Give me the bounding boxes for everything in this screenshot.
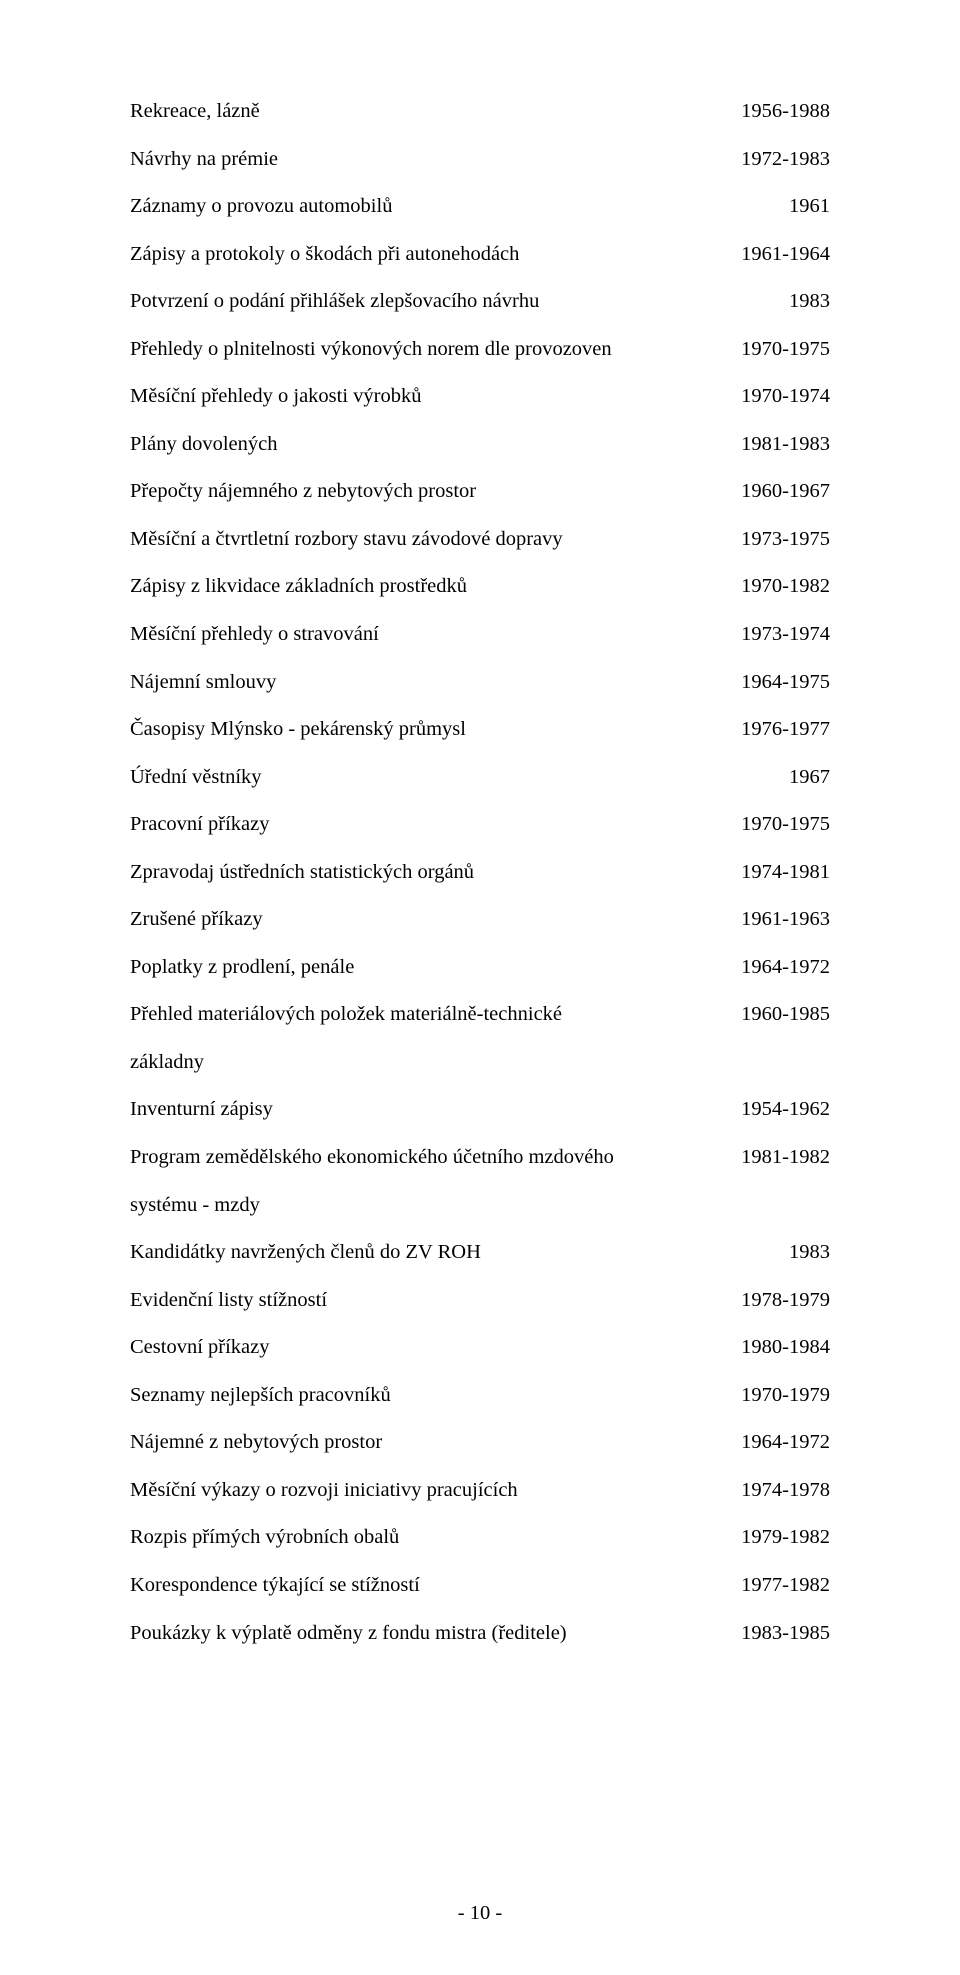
record-value: 1980-1984 — [741, 1324, 830, 1372]
record-value: 1974-1978 — [741, 1467, 830, 1515]
record-label: Seznamy nejlepších pracovníků — [130, 1372, 741, 1420]
record-label: Program zemědělského ekonomického účetní… — [130, 1134, 741, 1182]
record-row: Měsíční přehledy o stravování1973-1974 — [130, 611, 830, 659]
record-value: 1983-1985 — [741, 1610, 830, 1658]
record-row: Poplatky z prodlení, penále1964-1972 — [130, 944, 830, 992]
page-number: - 10 - — [0, 1902, 960, 1925]
record-value: 1960-1985 — [741, 991, 830, 1039]
record-row: Inventurní zápisy1954-1962 — [130, 1086, 830, 1134]
record-label: Měsíční výkazy o rozvoji iniciativy prac… — [130, 1467, 741, 1515]
record-row: Měsíční přehledy o jakosti výrobků1970-1… — [130, 373, 830, 421]
record-value: 1956-1988 — [741, 88, 830, 136]
record-row: Zápisy z likvidace základních prostředků… — [130, 563, 830, 611]
record-value: 1972-1983 — [741, 136, 830, 184]
record-label-continuation: základny — [130, 1039, 830, 1087]
record-label: Cestovní příkazy — [130, 1324, 741, 1372]
record-row: Cestovní příkazy1980-1984 — [130, 1324, 830, 1372]
record-value: 1960-1967 — [741, 468, 830, 516]
record-value: 1970-1982 — [741, 563, 830, 611]
record-row: Pracovní příkazy1970-1975 — [130, 801, 830, 849]
record-value: 1964-1972 — [741, 944, 830, 992]
record-value: 1970-1974 — [741, 373, 830, 421]
record-label: Rozpis přímých výrobních obalů — [130, 1514, 741, 1562]
record-label: Poplatky z prodlení, penále — [130, 944, 741, 992]
record-label: Rekreace, lázně — [130, 88, 741, 136]
record-row: Zpravodaj ústředních statistických orgán… — [130, 849, 830, 897]
records-list: Rekreace, lázně1956-1988Návrhy na prémie… — [130, 88, 830, 1657]
record-value: 1979-1982 — [741, 1514, 830, 1562]
record-row: Měsíční výkazy o rozvoji iniciativy prac… — [130, 1467, 830, 1515]
record-row: Měsíční a čtvrtletní rozbory stavu závod… — [130, 516, 830, 564]
record-label: Měsíční a čtvrtletní rozbory stavu závod… — [130, 516, 741, 564]
record-value: 1981-1982 — [741, 1134, 830, 1182]
record-value: 1964-1972 — [741, 1419, 830, 1467]
record-label: Přepočty nájemného z nebytových prostor — [130, 468, 741, 516]
record-label: Kandidátky navržených členů do ZV ROH — [130, 1229, 789, 1277]
record-row: Nájemní smlouvy1964-1975 — [130, 659, 830, 707]
record-row: Návrhy na prémie1972-1983 — [130, 136, 830, 184]
record-label: Nájemné z nebytových prostor — [130, 1419, 741, 1467]
record-label: Nájemní smlouvy — [130, 659, 741, 707]
record-row: Seznamy nejlepších pracovníků1970-1979 — [130, 1372, 830, 1420]
record-row: Přehled materiálových položek materiálně… — [130, 991, 830, 1039]
record-label: Přehled materiálových položek materiálně… — [130, 991, 741, 1039]
record-label: Inventurní zápisy — [130, 1086, 741, 1134]
record-label: Plány dovolených — [130, 421, 741, 469]
record-row: Přepočty nájemného z nebytových prostor1… — [130, 468, 830, 516]
record-value: 1983 — [789, 1229, 830, 1277]
record-label: Záznamy o provozu automobilů — [130, 183, 789, 231]
record-label: Zpravodaj ústředních statistických orgán… — [130, 849, 741, 897]
record-row: Plány dovolených1981-1983 — [130, 421, 830, 469]
record-value: 1970-1979 — [741, 1372, 830, 1420]
record-label-continuation: systému - mzdy — [130, 1182, 830, 1230]
record-row: Korespondence týkající se stížností1977-… — [130, 1562, 830, 1610]
record-label: Evidenční listy stížností — [130, 1277, 741, 1325]
record-label: Poukázky k výplatě odměny z fondu mistra… — [130, 1610, 741, 1658]
record-value: 1977-1982 — [741, 1562, 830, 1610]
record-value: 1970-1975 — [741, 326, 830, 374]
record-value: 1964-1975 — [741, 659, 830, 707]
record-value: 1954-1962 — [741, 1086, 830, 1134]
record-label: Časopisy Mlýnsko - pekárenský průmysl — [130, 706, 741, 754]
record-row: Program zemědělského ekonomického účetní… — [130, 1134, 830, 1182]
record-value: 1978-1979 — [741, 1277, 830, 1325]
record-row: Poukázky k výplatě odměny z fondu mistra… — [130, 1610, 830, 1658]
record-label: Zápisy a protokoly o škodách při autoneh… — [130, 231, 741, 279]
record-row: Časopisy Mlýnsko - pekárenský průmysl197… — [130, 706, 830, 754]
record-row: Záznamy o provozu automobilů1961 — [130, 183, 830, 231]
record-row: Úřední věstníky1967 — [130, 754, 830, 802]
record-row: Přehledy o plnitelnosti výkonových norem… — [130, 326, 830, 374]
document-page: Rekreace, lázně1956-1988Návrhy na prémie… — [0, 0, 960, 1975]
record-row: Rekreace, lázně1956-1988 — [130, 88, 830, 136]
record-row: Zápisy a protokoly o škodách při autoneh… — [130, 231, 830, 279]
record-row: Rozpis přímých výrobních obalů1979-1982 — [130, 1514, 830, 1562]
record-label: Pracovní příkazy — [130, 801, 741, 849]
record-value: 1983 — [789, 278, 830, 326]
record-row: Evidenční listy stížností1978-1979 — [130, 1277, 830, 1325]
record-value: 1961-1963 — [741, 896, 830, 944]
record-value: 1973-1974 — [741, 611, 830, 659]
record-value: 1961-1964 — [741, 231, 830, 279]
record-value: 1981-1983 — [741, 421, 830, 469]
record-row: Potvrzení o podání přihlášek zlepšovacíh… — [130, 278, 830, 326]
record-value: 1973-1975 — [741, 516, 830, 564]
record-label: Korespondence týkající se stížností — [130, 1562, 741, 1610]
record-value: 1967 — [789, 754, 830, 802]
record-label: Přehledy o plnitelnosti výkonových norem… — [130, 326, 741, 374]
record-label: Úřední věstníky — [130, 754, 789, 802]
record-row: Zrušené příkazy1961-1963 — [130, 896, 830, 944]
record-label: Zápisy z likvidace základních prostředků — [130, 563, 741, 611]
record-value: 1976-1977 — [741, 706, 830, 754]
record-row: Nájemné z nebytových prostor1964-1972 — [130, 1419, 830, 1467]
record-label: Zrušené příkazy — [130, 896, 741, 944]
record-row: Kandidátky navržených členů do ZV ROH198… — [130, 1229, 830, 1277]
record-label: Měsíční přehledy o stravování — [130, 611, 741, 659]
record-label: Potvrzení o podání přihlášek zlepšovacíh… — [130, 278, 789, 326]
record-value: 1970-1975 — [741, 801, 830, 849]
record-label: Měsíční přehledy o jakosti výrobků — [130, 373, 741, 421]
record-label: Návrhy na prémie — [130, 136, 741, 184]
record-value: 1974-1981 — [741, 849, 830, 897]
record-value: 1961 — [789, 183, 830, 231]
